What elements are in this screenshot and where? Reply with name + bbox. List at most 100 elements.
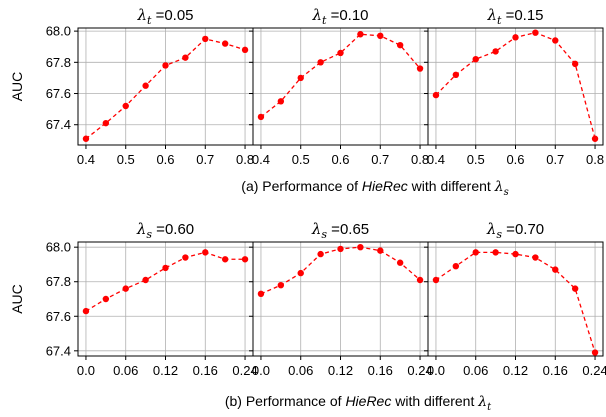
title-subscript: s [321,228,327,241]
x-tick-label: 0.4 [427,152,445,167]
y-axis-label: AUC [9,284,25,314]
data-point [532,29,539,36]
x-tick-label: 0.5 [292,152,310,167]
y-tick-label: 67.6 [46,309,71,324]
x-tick-label: 0.7 [371,152,389,167]
data-point [377,32,384,39]
data-point [591,349,599,356]
caption-a: (a) Performance of HieRec with different… [241,178,508,198]
data-point [552,37,559,44]
data-point [317,250,324,258]
x-tick-label: 0.8 [236,152,254,167]
x-tick-label: 0.7 [546,152,564,167]
panel-6: 0.0 0.06 0.12 0.16 0.24 λs =0.70 [424,220,606,378]
title-subscript: t [322,14,327,27]
grid [428,28,603,145]
data-point [142,276,149,284]
data-point [512,34,519,41]
title-subscript: t [147,14,152,27]
panel-title: λt =0.05 [136,6,193,27]
title-value: =0.05 [151,7,193,24]
data-point [571,60,579,68]
grid [253,242,428,356]
x-tick-label: 0.12 [503,363,528,378]
title-subscript: s [146,228,152,241]
title-symbol: λ [136,220,147,238]
data-point [277,98,285,105]
panel-title: λs =0.70 [486,220,544,241]
title-value: =0.65 [327,221,369,238]
data-point [297,74,304,82]
data-point [297,269,304,277]
data-point [337,49,344,57]
caption-b: (b) Performance of HieRec with different… [225,393,492,413]
panel-title: λt =0.15 [486,6,543,27]
data-point [82,135,90,142]
data-point [82,307,90,315]
x-tick-label: 0.06 [288,363,313,378]
title-symbol: λ [136,6,147,24]
data-point [571,285,579,292]
y-axis-label: AUC [9,72,25,102]
title-subscript: s [496,228,502,241]
y-tick-label: 67.4 [46,343,71,358]
data-point [102,119,110,127]
x-tick-label: 0.24 [407,363,432,378]
panel-5: 0.0 0.06 0.12 0.16 0.24 λs =0.65 [249,220,433,378]
data-point [162,264,169,272]
data-point [277,281,285,289]
panel-3: 0.4 0.5 0.6 0.7 0.8 λt =0.15 [424,6,604,167]
y-tick-label: 67.6 [46,86,71,101]
data-point [162,62,169,69]
data-point [142,82,149,89]
x-tick-label: 0.5 [467,152,485,167]
panel-1: 0.4 0.5 0.6 0.7 0.8 67.4 67.6 67.8 68.0 AUC λt =0.… [9,6,254,167]
data-point [432,91,440,99]
data-point [182,54,189,61]
x-tick-label: 0.4 [77,152,95,167]
data-point [221,40,229,47]
data-point [102,295,110,303]
y-tick-label: 67.8 [46,274,71,289]
data-point [512,250,519,258]
title-value: =0.15 [501,7,543,24]
data-point [472,56,479,63]
x-tick-label: 0.0 [427,363,445,378]
title-value: =0.60 [152,221,194,238]
x-tick-label: 0.8 [411,152,429,167]
data-point [357,31,364,38]
x-tick-label: 0.5 [117,152,135,167]
x-tick-label: 0.16 [543,363,568,378]
data-point [357,243,364,251]
panel-2: 0.4 0.5 0.6 0.7 0.8 λt =0.10 [249,6,429,167]
panel-title: λt =0.10 [311,6,368,27]
data-point [416,65,424,72]
x-tick-label: 0.0 [252,363,270,378]
data-point [257,113,265,121]
y-tick-label: 67.4 [46,117,71,132]
panel-4: 0.0 0.06 0.12 0.16 0.24 67.4 67.6 67.8 68.0 AUC λs… [9,220,258,378]
x-tick-label: 0.7 [196,152,214,167]
x-tick-label: 0.8 [586,152,604,167]
data-point [257,290,265,298]
data-point [552,266,559,273]
x-tick-label: 0.24 [582,363,606,378]
data-point [317,59,324,66]
x-tick-label: 0.12 [328,363,353,378]
title-symbol: λ [311,220,322,238]
x-tick-label: 0.0 [77,363,95,378]
data-point [202,249,209,256]
grid [78,242,253,356]
title-symbol: λ [486,6,497,24]
title-subscript: t [497,14,502,27]
data-point [396,259,404,266]
data-point [452,262,460,270]
x-tick-label: 0.06 [463,363,488,378]
x-tick-label: 0.6 [156,152,174,167]
data-point [472,249,479,256]
title-symbol: λ [311,6,322,24]
grid [253,28,428,145]
data-point [377,247,384,254]
data-point [182,254,189,261]
